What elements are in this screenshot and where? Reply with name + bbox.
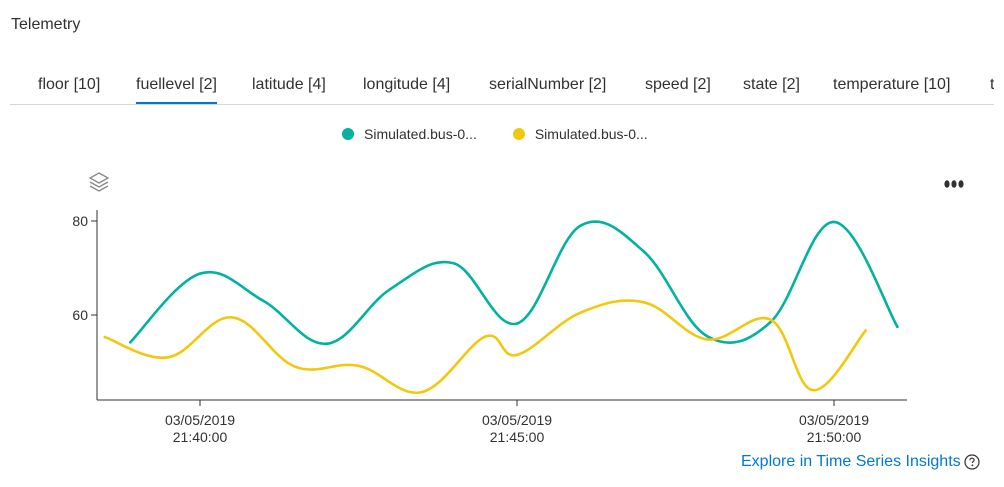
data-point-series-1 — [452, 262, 455, 265]
y-tick-label: 60 — [72, 307, 88, 323]
data-point-series-2 — [811, 388, 815, 392]
x-tick-date: 03/05/2019 — [165, 412, 235, 428]
series-line-2 — [103, 299, 867, 395]
x-tick-time: 21:45:00 — [490, 429, 545, 445]
data-point-series-1 — [642, 250, 646, 253]
tab-overflow[interactable]: t — [990, 74, 994, 102]
data-point-series-2 — [103, 335, 107, 339]
legend-item-series-2[interactable]: Simulated.bus-0... — [512, 126, 648, 142]
data-point-series-1 — [705, 334, 709, 338]
tab-bar: floor [10] fuellevel [2] latitude [4] lo… — [10, 74, 994, 105]
data-point-series-2 — [484, 335, 487, 338]
fuellevel-line-chart: 806003/05/201921:40:0003/05/201921:45:00… — [72, 210, 907, 445]
data-point-series-2 — [579, 311, 582, 314]
tab-floor[interactable]: floor [10] — [38, 76, 101, 93]
help-icon[interactable] — [964, 454, 980, 470]
data-point-series-1 — [262, 299, 265, 303]
data-point-series-2 — [705, 338, 709, 341]
data-point-series-2 — [167, 356, 170, 359]
explore-tsi-link[interactable]: Explore in Time Series Insights — [741, 453, 980, 471]
legend-label-series-1: Simulated.bus-0... — [364, 126, 477, 142]
data-point-series-1 — [129, 341, 132, 344]
legend-dot-series-1 — [342, 128, 354, 140]
data-point-series-2 — [293, 365, 297, 368]
legend-dot-series-2 — [512, 128, 525, 140]
data-point-series-1 — [515, 322, 519, 325]
data-point-series-1 — [388, 287, 392, 291]
legend-label-series-2: Simulated.bus-0... — [534, 126, 648, 142]
tab-speed[interactable]: speed [2] — [645, 76, 711, 93]
x-tick-time: 21:50:00 — [807, 429, 862, 445]
more-options-icon[interactable] — [942, 177, 966, 191]
tab-state[interactable]: state [2] — [743, 76, 800, 93]
data-point-series-1 — [896, 325, 899, 329]
tab-fuellevel[interactable]: fuellevel [2] — [136, 74, 217, 104]
data-point-series-2 — [230, 316, 233, 319]
y-tick-label: 80 — [72, 213, 88, 229]
tab-serialnumber[interactable]: serialNumber [2] — [489, 76, 607, 93]
data-point-series-1 — [832, 220, 836, 224]
tab-temperature[interactable]: temperature [10] — [833, 76, 951, 93]
data-point-series-2 — [357, 364, 360, 368]
data-point-series-2 — [769, 318, 772, 321]
tab-longitude[interactable]: longitude [4] — [363, 76, 451, 93]
legend-item-series-1[interactable]: Simulated.bus-0... — [342, 126, 477, 142]
explore-tsi-label: Explore in Time Series Insights — [741, 453, 961, 470]
data-point-series-2 — [642, 301, 646, 304]
page-title: Telemetry — [11, 16, 81, 33]
data-point-series-2 — [420, 390, 424, 394]
x-tick-time: 21:40:00 — [173, 429, 228, 445]
series-line-1 — [129, 220, 899, 346]
data-point-series-2 — [515, 353, 519, 357]
x-tick-date: 03/05/2019 — [482, 412, 552, 428]
chart-legend: Simulated.bus-0... Simulated.bus-0... — [342, 126, 684, 142]
data-point-series-1 — [198, 272, 202, 275]
data-point-series-2 — [864, 329, 867, 332]
layers-icon[interactable] — [87, 170, 111, 194]
data-point-series-1 — [325, 342, 329, 345]
data-point-series-1 — [579, 224, 582, 227]
x-tick-date: 03/05/2019 — [799, 412, 869, 428]
tab-latitude[interactable]: latitude [4] — [252, 76, 326, 93]
